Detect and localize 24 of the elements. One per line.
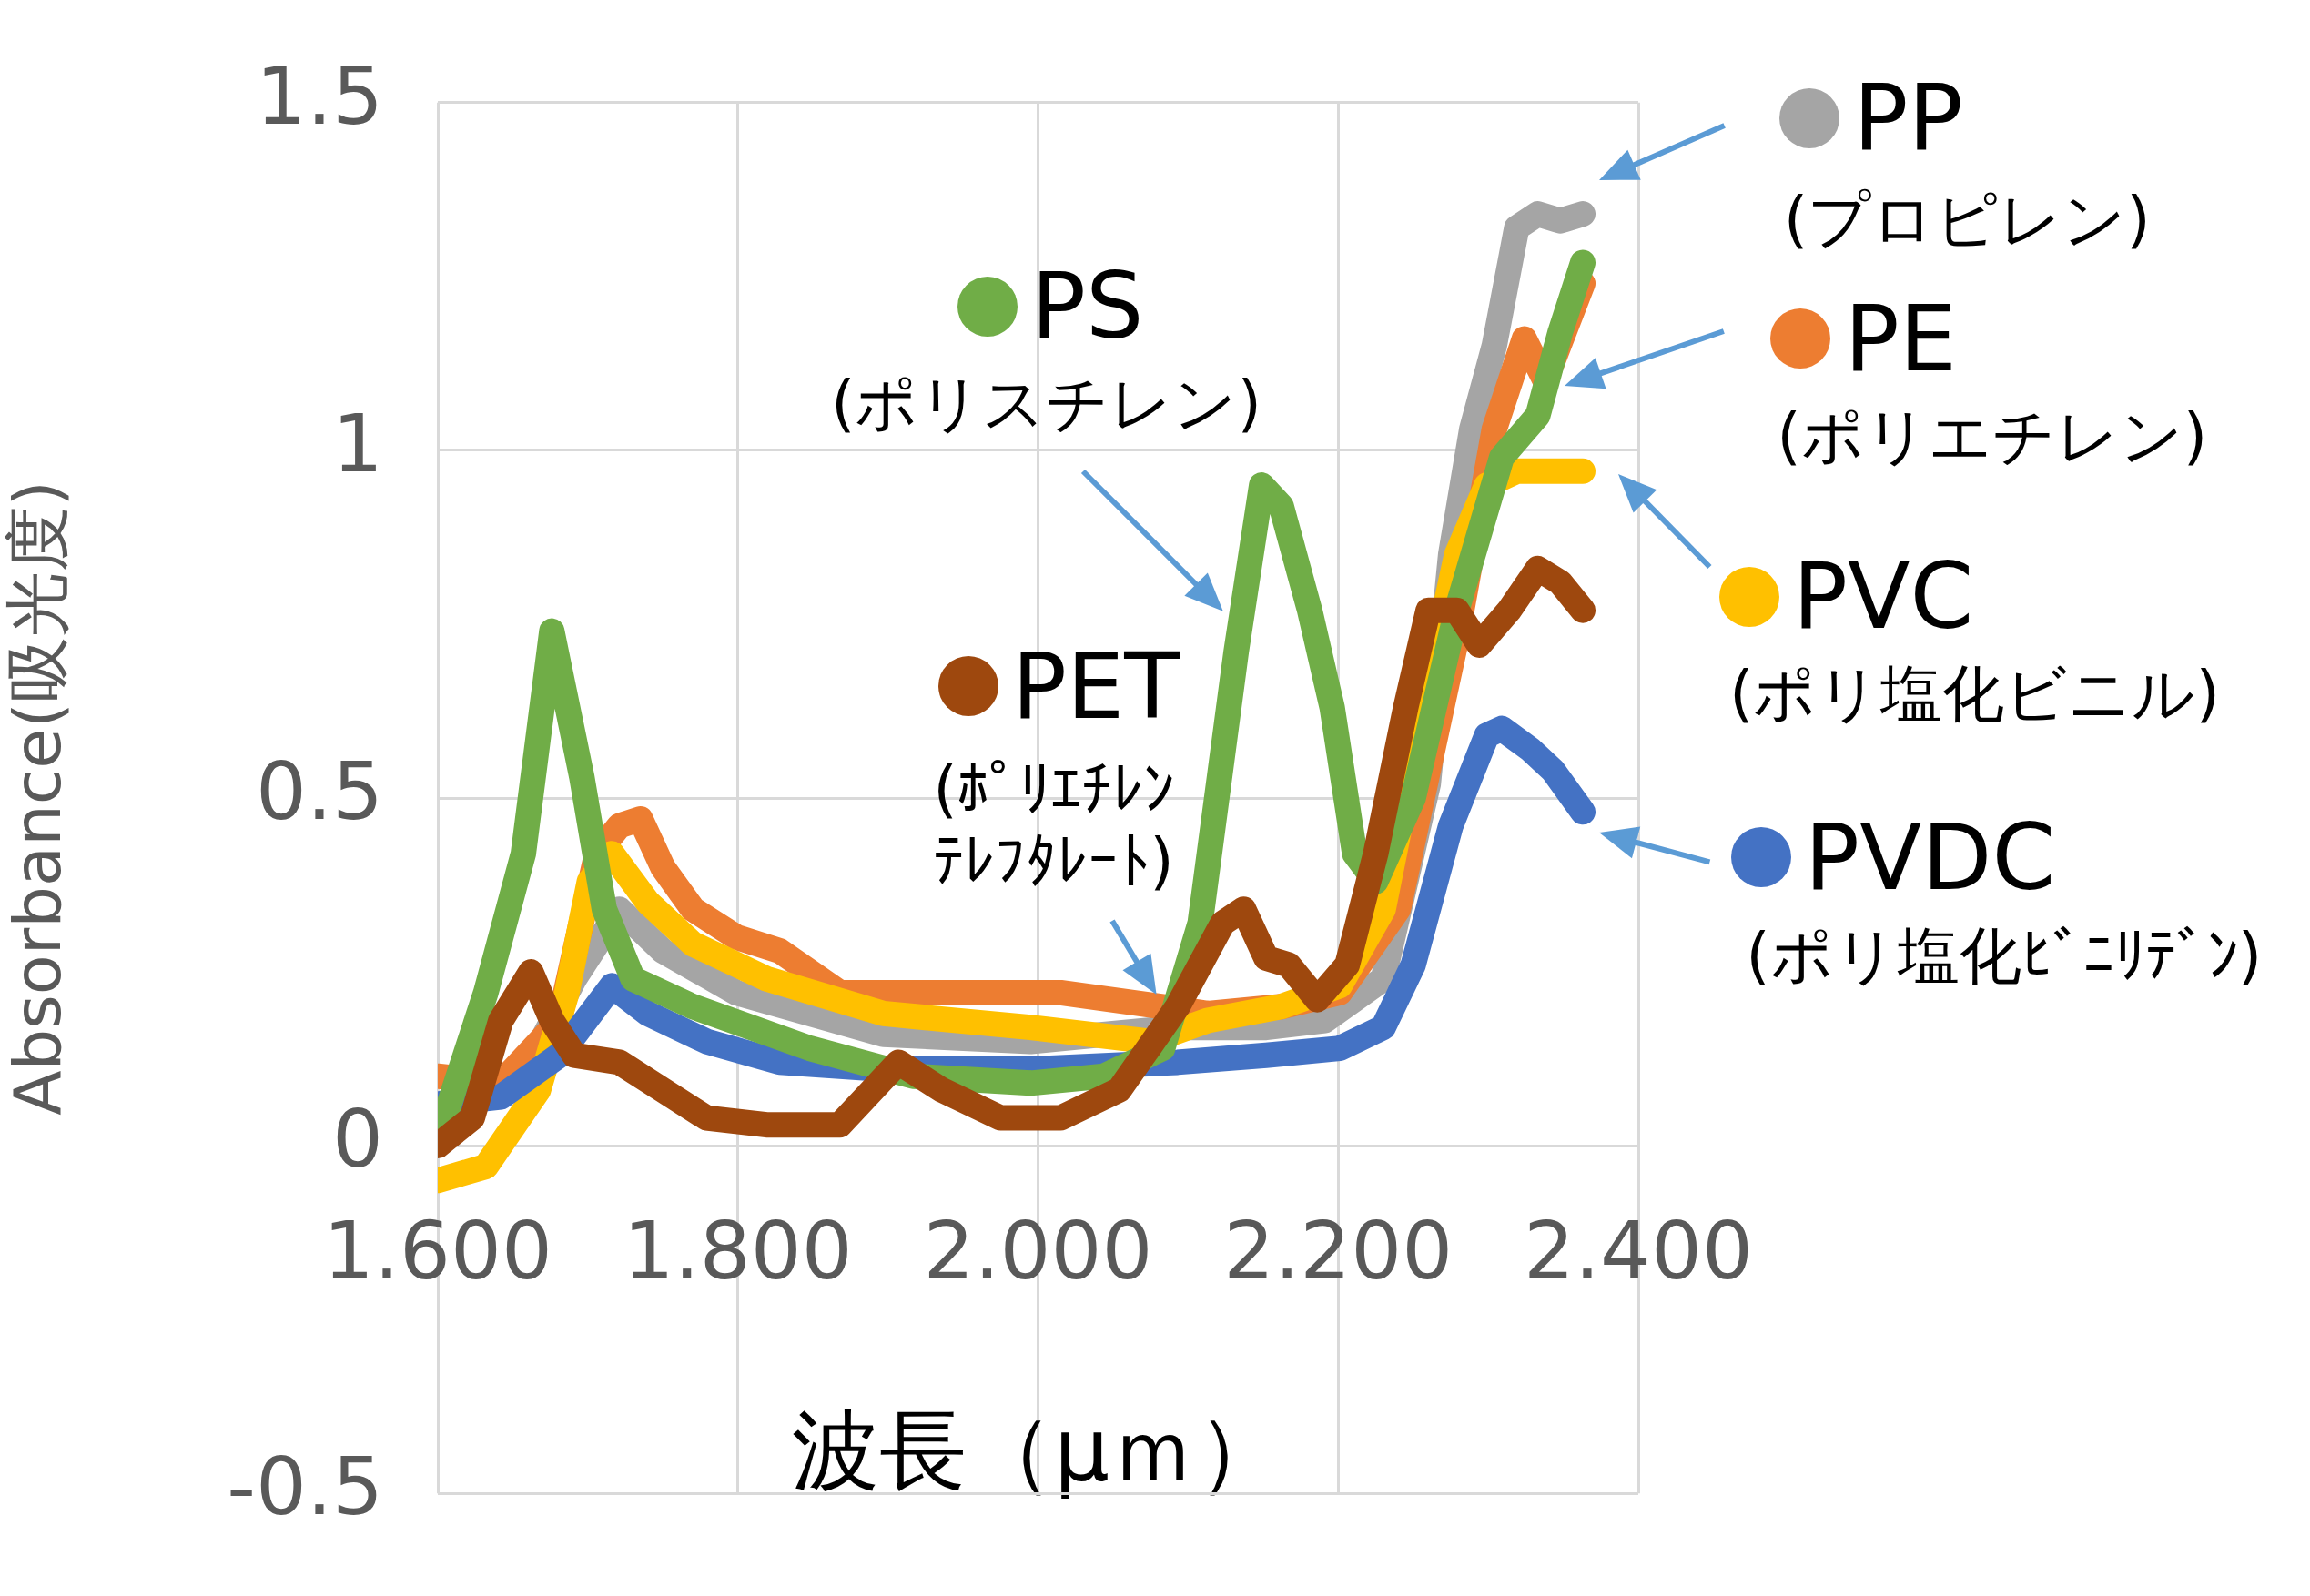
text: (ポリ塩化ビニル)	[1728, 657, 2220, 732]
y-tick-label: 1	[332, 396, 383, 490]
x-tick-label: 2.000	[923, 1203, 1153, 1298]
annotation: (ﾎﾟﾘｴﾁﾚﾝﾃﾚﾌﾀﾚｰﾄ)	[933, 753, 1174, 898]
legend-label: PET	[1011, 632, 1180, 740]
legend-label: PE	[1844, 285, 1957, 392]
text: (プロピレン)	[1783, 182, 2151, 258]
y-tick-label: -0.5	[227, 1439, 383, 1534]
y-axis-title: Absorbance(吸光度)	[0, 480, 76, 1116]
x-tick-label: 1.600	[323, 1203, 552, 1298]
x-axis-title: 波長（μｍ）	[791, 1399, 1285, 1502]
text: (ポリ塩化ﾋﾞﾆﾘﾃﾞﾝ)	[1746, 919, 2263, 995]
text: (ポリエチレン)	[1777, 399, 2208, 474]
legend-label: PVDC	[1804, 803, 2056, 911]
legend-label: PP	[1853, 65, 1963, 172]
x-tick-label: 2.400	[1524, 1203, 1753, 1298]
x-tick-label: 1.800	[623, 1203, 853, 1298]
legend-label: PVC	[1792, 543, 1974, 651]
x-tick-label: 2.200	[1223, 1203, 1454, 1298]
y-tick-label: 0.5	[256, 743, 383, 838]
y-tick-label: 0	[332, 1091, 383, 1186]
y-tick-label: 1.5	[256, 48, 383, 143]
legend-label: PS	[1030, 253, 1144, 360]
annotation: (ポリスチレン)	[830, 367, 1262, 442]
